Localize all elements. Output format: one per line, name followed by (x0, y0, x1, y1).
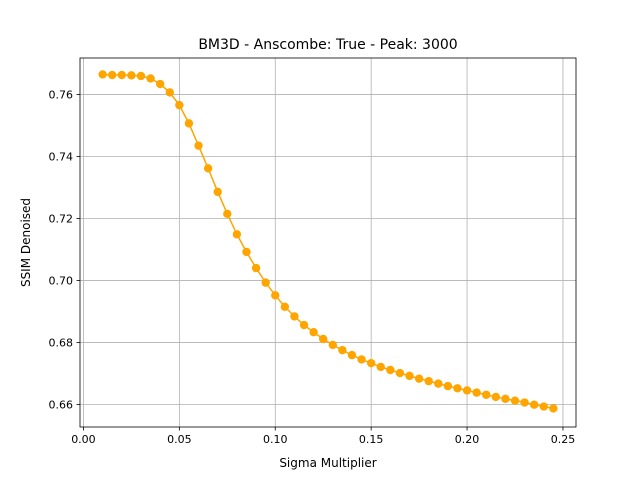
data-point (434, 379, 443, 388)
data-point (347, 350, 357, 360)
data-point (443, 381, 453, 391)
data-point (472, 388, 481, 397)
x-ticks: 0.00 0.05 0.10 0.15 0.20 0.25 (71, 427, 575, 446)
data-point (280, 302, 290, 311)
data-point (549, 404, 558, 413)
y-tick-label: 0.74 (49, 151, 74, 164)
x-tick-label: 0.20 (455, 433, 480, 446)
x-tick-label: 0.10 (263, 433, 288, 446)
data-point (261, 278, 270, 287)
data-point (520, 398, 529, 407)
data-point (338, 345, 347, 355)
data-point (299, 320, 309, 330)
series-line (102, 73, 554, 410)
data-point (117, 70, 127, 80)
data-point (251, 263, 261, 273)
data-point (203, 164, 213, 173)
data-point (136, 71, 146, 81)
grid (80, 58, 576, 427)
data-point (395, 368, 405, 378)
data-point (165, 88, 174, 97)
y-tick-label: 0.66 (49, 398, 74, 411)
data-point (491, 392, 501, 402)
data-point (424, 376, 433, 386)
data-point (462, 386, 472, 395)
data-point (127, 71, 136, 80)
data-point (510, 396, 520, 405)
x-axis-label: Sigma Multiplier (279, 456, 376, 470)
data-point (175, 100, 184, 110)
series-line-layer (98, 70, 558, 413)
data-point (539, 402, 548, 411)
y-tick-label: 0.68 (49, 336, 74, 349)
y-ticks: 0.66 0.68 0.70 0.72 0.74 0.76 (49, 89, 80, 411)
x-tick-label: 0.00 (71, 433, 96, 446)
data-point (184, 119, 194, 128)
data-point (328, 340, 337, 350)
chart-title: BM3D - Anscombe: True - Peak: 3000 (198, 37, 457, 53)
data-point (357, 355, 366, 364)
data-point (319, 334, 328, 344)
data-point (155, 79, 165, 89)
y-axis-label: SSIM Denoised (19, 198, 33, 287)
data-point (108, 70, 117, 80)
data-point (271, 291, 280, 300)
data-point (146, 74, 155, 83)
data-point (376, 362, 385, 372)
data-point (405, 371, 414, 381)
y-tick-label: 0.72 (49, 212, 74, 225)
x-tick-label: 0.25 (551, 433, 576, 446)
data-point (223, 209, 232, 219)
data-point (501, 394, 510, 404)
data-point (482, 390, 491, 399)
data-point (529, 400, 539, 409)
data-point (453, 384, 462, 393)
x-tick-label: 0.15 (359, 433, 384, 446)
y-tick-label: 0.76 (49, 89, 74, 102)
data-point (242, 247, 251, 257)
data-point (232, 230, 242, 239)
data-point (194, 141, 203, 150)
data-point (213, 187, 222, 197)
data-point (414, 374, 424, 383)
data-point (290, 312, 299, 321)
data-point (366, 358, 376, 368)
y-tick-label: 0.70 (49, 274, 74, 287)
data-point (98, 70, 107, 79)
plot-frame (79, 57, 577, 428)
data-point (386, 365, 395, 375)
x-tick-label: 0.05 (167, 433, 192, 446)
data-point (309, 327, 318, 337)
